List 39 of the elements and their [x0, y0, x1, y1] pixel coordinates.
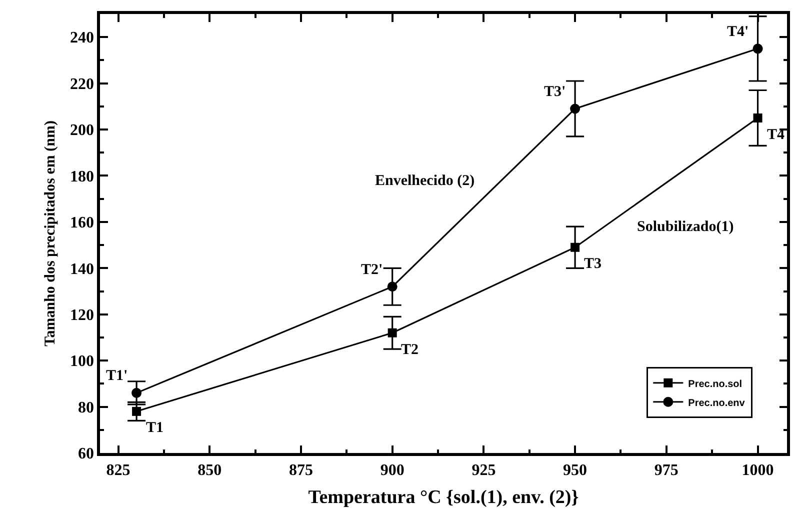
y-tick-label: 160: [70, 214, 94, 232]
point: [132, 388, 142, 398]
annotation: T3: [584, 256, 602, 272]
legend-label: Prec.no.sol: [688, 378, 742, 390]
point: [387, 282, 398, 292]
y-tick-label: 120: [70, 306, 94, 324]
annotation: T1: [146, 420, 164, 436]
y-tick-label: 200: [70, 122, 94, 140]
y-tick-label: 140: [70, 260, 94, 278]
point: [753, 113, 762, 122]
y-tick-label: 100: [70, 353, 94, 370]
y-tick-label: 60: [78, 446, 94, 463]
y-tick-label: 220: [70, 76, 94, 93]
x-tick-label: 825: [106, 462, 130, 479]
legend-label: Prec.no.env: [688, 398, 746, 409]
x-tick-label: 925: [472, 462, 496, 479]
annotation: Envelhecido (2): [375, 173, 475, 189]
annotation: T4': [727, 24, 749, 40]
point: [570, 104, 580, 114]
annotation: T2': [361, 262, 383, 278]
annotation: T2: [401, 342, 419, 358]
x-tick-label: 875: [288, 462, 313, 479]
x-axis-title: Temperatura °C {sol.(1), env. (2)}: [308, 486, 579, 508]
point: [570, 242, 580, 252]
annotation: Solubilizado(1): [637, 219, 734, 235]
y-tick-label: 240: [70, 30, 94, 47]
point: [388, 328, 397, 338]
annotation: T1': [106, 368, 128, 384]
x-tick-label: 975: [654, 462, 678, 479]
annotation: T4: [767, 127, 786, 143]
x-tick-label: 850: [198, 462, 222, 479]
annotation: T3': [544, 84, 566, 100]
x-tick-label: 900: [380, 462, 404, 479]
y-axis-title: Tamanho dos precipitados em (nm): [42, 120, 58, 346]
y-tick-label: 180: [70, 168, 94, 186]
y-tick-label: 80: [78, 399, 94, 416]
point: [752, 44, 763, 54]
x-tick-label: 950: [563, 462, 588, 479]
x-tick-label: 1000: [742, 462, 774, 479]
